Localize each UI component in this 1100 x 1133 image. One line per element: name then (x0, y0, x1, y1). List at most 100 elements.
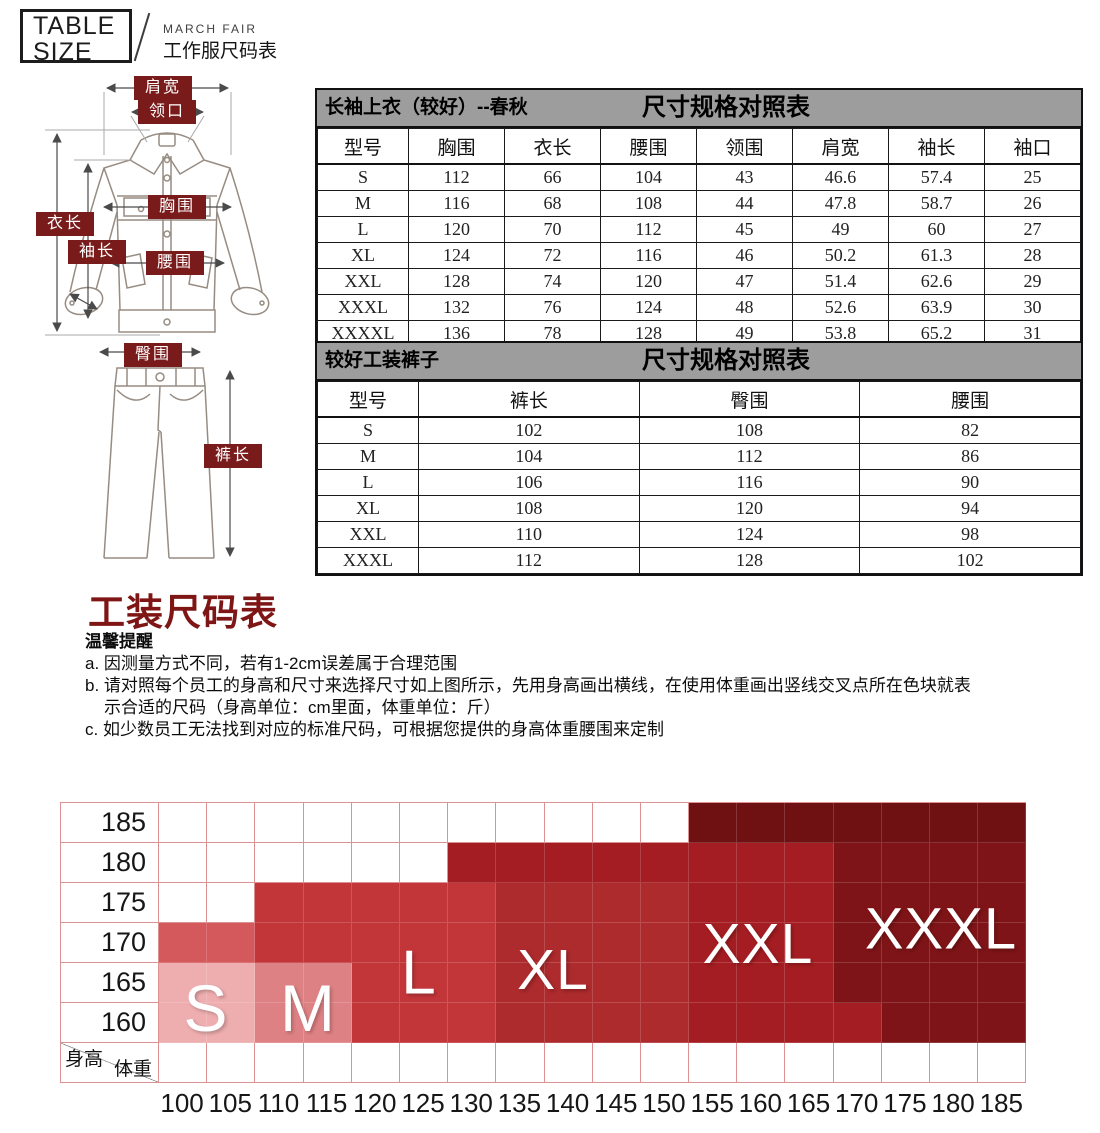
heatmap-cell (833, 803, 882, 843)
heatmap-cell (640, 963, 690, 1003)
heatmap-cell (881, 963, 930, 1003)
notes-block: 温馨提醒 a. 因测量方式不同，若有1-2cm误差属于合理范围 b. 请对照每个员… (85, 631, 1065, 741)
note-line: 示合适的尺码（身高单位：cm里面，体重单位：斤） (104, 698, 501, 717)
table-cell: 128 (408, 268, 505, 295)
heatmap-cell (640, 923, 690, 963)
table-cell: 104 (600, 163, 697, 191)
heatmap-cell (881, 843, 930, 883)
logo-line1: TABLE (33, 12, 116, 40)
heatmap-cell (159, 883, 208, 923)
heatmap-cell (303, 803, 352, 843)
table-cell: 112 (418, 547, 640, 574)
heatmap-cell (399, 1003, 449, 1043)
table-row: L 106 116 90 (317, 469, 1081, 496)
height-axis-label: 185 (61, 803, 159, 843)
table-cell: 106 (418, 469, 640, 496)
column-header: 袖口 (984, 128, 1081, 165)
heatmap-cell (399, 923, 449, 963)
notes-lines: a. 因测量方式不同，若有1-2cm误差属于合理范围 b. 请对照每个员工的身高和… (85, 653, 1065, 741)
heatmap-cell (351, 883, 400, 923)
heatmap-cell (689, 963, 738, 1003)
table-cell: 62.6 (888, 268, 985, 295)
heatmap-cell (640, 843, 690, 883)
heatmap-cell (544, 803, 593, 843)
heatmap-empty-cell (881, 1043, 930, 1083)
heatmap-cell (544, 843, 593, 883)
heatmap-empty-cell (351, 1043, 400, 1083)
jacket-table-title-right: 尺寸规格对照表 (642, 94, 810, 121)
weight-axis-label: 180 (931, 1088, 975, 1118)
weight-axis-label: 110 (257, 1088, 300, 1118)
heatmap-cell (207, 803, 256, 843)
table-cell: 86 (859, 443, 1081, 470)
heatmap-cell (255, 843, 304, 883)
heatmap-cell (592, 1003, 641, 1043)
table-cell: 116 (408, 190, 505, 217)
weight-axis-label: 165 (786, 1088, 831, 1118)
heatmap-cell (930, 923, 979, 963)
heatmap-cell (159, 923, 208, 963)
heatmap-cell (255, 803, 304, 843)
heatmap-cell (159, 843, 208, 883)
heatmap-cell (303, 923, 352, 963)
column-header: 胸围 (408, 128, 505, 165)
table-cell: S (317, 416, 419, 444)
label-chest: 胸围 (148, 195, 206, 219)
weight-axis-label: 115 (305, 1088, 348, 1118)
table-cell: 27 (984, 216, 1081, 243)
heatmap-cell (207, 883, 256, 923)
x-axis-title: 体重 (113, 1059, 152, 1080)
heatmap-cell (881, 923, 930, 963)
heatmap-cell (833, 923, 882, 963)
label-garment-length: 衣长 (36, 212, 94, 236)
size-label-xxl: XXL (702, 912, 814, 976)
heatmap-cell (785, 883, 834, 923)
notes-title: 温馨提醒 (85, 632, 153, 651)
table-cell: 49 (792, 216, 889, 243)
table-cell: 120 (600, 268, 697, 295)
table-cell: 61.3 (888, 242, 985, 269)
heatmap-cell (399, 963, 449, 1003)
heatmap-cell (689, 803, 738, 843)
heatmap-cell (689, 1003, 738, 1043)
heatmap-cell (448, 963, 497, 1003)
table-cell: 48 (696, 294, 793, 321)
table-row: L 120 70 112 45 49 60 27 (317, 216, 1081, 243)
table-cell: 116 (638, 469, 861, 496)
table-cell: 108 (418, 495, 640, 522)
heatmap-cell (207, 923, 256, 963)
y-axis-title: 身高 (65, 1049, 104, 1070)
dimension-arrows (52, 83, 235, 557)
heatmap-cell (833, 843, 882, 883)
table-row: XXL 110 124 98 (317, 521, 1081, 548)
heatmap-cell (207, 1003, 256, 1043)
heatmap-cell (978, 803, 1027, 843)
heatmap-cell (592, 843, 641, 883)
heatmap-cell (544, 1003, 593, 1043)
heatmap-empty-cell (833, 1043, 882, 1083)
brand-text: MARCH FAIR (163, 22, 258, 36)
table-cell: M (317, 443, 419, 470)
table-cell: 50.2 (792, 242, 889, 269)
table-row: XL 108 120 94 (317, 495, 1081, 522)
pants-table-titlebar: 较好工装裤子 尺寸规格对照表 (317, 343, 1081, 381)
heatmap-empty-cell (785, 1043, 834, 1083)
weight-axis-label: 140 (545, 1088, 590, 1118)
heatmap-cell (399, 803, 449, 843)
heatmap-cell (978, 1003, 1027, 1043)
table-row: S 112 66 104 43 46.6 57.4 25 (317, 163, 1081, 191)
table-row: M 104 112 86 (317, 443, 1081, 470)
table-cell: 60 (888, 216, 985, 243)
jacket-table-titlebar: 长袖上衣（较好）--春秋 尺寸规格对照表 (317, 90, 1081, 128)
heatmap-cell (737, 843, 786, 883)
heatmap-cell (399, 843, 449, 883)
heatmap-empty-cell (978, 1043, 1027, 1083)
size-label-xl: XL (517, 938, 589, 1002)
label-pant-length: 裤长 (204, 444, 262, 468)
heatmap-cell (351, 843, 400, 883)
heatmap-cell (689, 923, 738, 963)
note-line: a. 因测量方式不同，若有1-2cm误差属于合理范围 (85, 654, 458, 673)
heatmap-cell (737, 923, 786, 963)
heatmap-cell (207, 963, 256, 1003)
heatmap-empty-cell (592, 1043, 641, 1083)
